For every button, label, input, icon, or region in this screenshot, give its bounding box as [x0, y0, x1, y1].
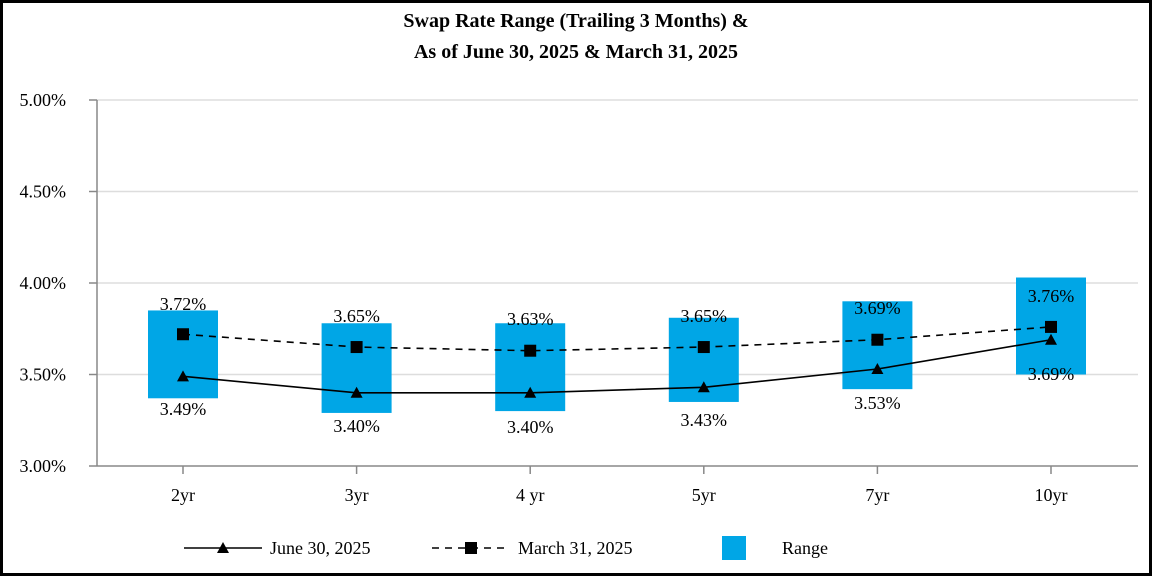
legend-march-label: March 31, 2025	[518, 538, 632, 558]
y-tick-label: 3.00%	[20, 456, 67, 476]
march-2025-data-label: 3.63%	[507, 309, 554, 329]
march-2025-marker	[697, 341, 710, 354]
march-2025-data-label: 3.76%	[1028, 286, 1075, 306]
chart-title-line-2: As of June 30, 2025 & March 31, 2025	[414, 41, 738, 63]
march-2025-marker	[350, 341, 363, 354]
legend-range-swatch	[722, 536, 746, 560]
legend-june-label: June 30, 2025	[270, 538, 371, 558]
x-tick-label: 5yr	[692, 485, 716, 505]
june-2025-marker	[697, 381, 710, 393]
x-tick-label: 2yr	[171, 485, 195, 505]
june-2025-data-label: 3.49%	[160, 399, 207, 419]
march-2025-marker	[1045, 320, 1057, 333]
june-2025-data-label: 3.40%	[507, 417, 554, 437]
june-2025-marker	[871, 363, 884, 375]
range-box	[148, 310, 218, 399]
y-tick-label: 3.50%	[20, 365, 67, 385]
june-2025-data-label: 3.53%	[854, 393, 901, 413]
june-2025-line	[182, 338, 1052, 394]
june-2025-data-label: 3.43%	[681, 410, 728, 430]
x-tick-label: 3yr	[345, 485, 369, 505]
june-2025-data-label: 3.69%	[1028, 364, 1075, 384]
legend-march-marker	[465, 542, 477, 554]
range-box	[321, 323, 392, 413]
march-2025-line	[182, 326, 1052, 352]
june-2025-marker	[524, 386, 537, 398]
x-tick-label: 4 yr	[516, 485, 545, 505]
june-2025-data-label: 3.40%	[333, 416, 380, 436]
march-2025-marker	[871, 333, 884, 346]
legend-range-label: Range	[782, 538, 828, 558]
june-2025-marker	[177, 370, 189, 382]
june-2025-marker	[350, 386, 363, 398]
y-tick-label: 4.50%	[20, 182, 67, 202]
june-2025-marker	[1045, 333, 1057, 345]
march-2025-data-label: 3.65%	[333, 306, 380, 326]
y-tick-label: 4.00%	[20, 273, 67, 293]
x-tick-label: 10yr	[1035, 485, 1068, 505]
march-2025-data-label: 3.72%	[160, 294, 207, 314]
march-2025-data-label: 3.69%	[854, 298, 901, 318]
march-2025-marker	[177, 328, 189, 341]
chart-title-line-1: Swap Rate Range (Trailing 3 Months) &	[403, 10, 748, 32]
x-tick-label: 7yr	[865, 485, 889, 505]
range-box	[495, 323, 566, 412]
legend-june-marker	[217, 542, 229, 553]
march-2025-marker	[524, 344, 537, 357]
march-2025-data-label: 3.65%	[681, 306, 728, 326]
y-tick-label: 5.00%	[20, 90, 67, 110]
